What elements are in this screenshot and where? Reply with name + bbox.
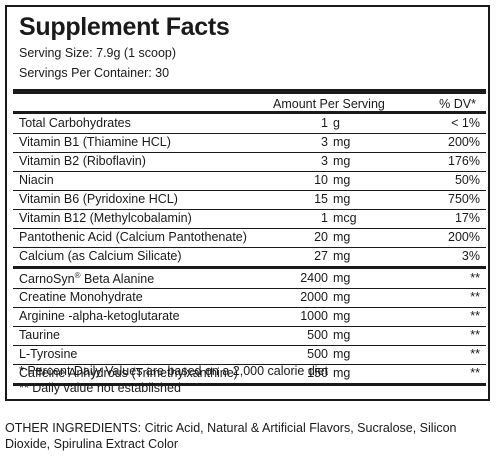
supplement-facts-panel: Supplement Facts Serving Size: 7.9g (1 s… — [5, 5, 490, 401]
daily-value: ** — [470, 271, 480, 285]
row-divider — [13, 152, 486, 153]
amount-unit: mg — [333, 347, 351, 361]
nutrient-name: Vitamin B1 (Thiamine HCL) — [19, 135, 171, 149]
amount-value: 1000 — [300, 309, 328, 323]
row-divider — [13, 190, 486, 191]
table-row: Vitamin B6 (Pyridoxine HCL) 15 mg 750% — [13, 190, 486, 209]
table-row: Calcium (as Calcium Silicate) 27 mg 3% — [13, 247, 486, 266]
table-row: Pantothenic Acid (Calcium Pantothenate) 2… — [13, 228, 486, 247]
serving-size: Serving Size: 7.9g (1 scoop) — [19, 46, 177, 60]
nutrient-name: CarnoSyn® Beta Alanine — [19, 271, 154, 286]
amount-unit: mg — [333, 366, 351, 380]
table-row: Creatine Monohydrate 2000 mg ** — [13, 288, 486, 307]
amount-value: 27 — [314, 249, 328, 263]
amount-value: 20 — [314, 230, 328, 244]
nutrient-name: Arginine -alpha-ketoglutarate — [19, 309, 180, 323]
table-row: CarnoSyn® Beta Alanine 2400 mg ** — [13, 269, 486, 288]
table-row: Total Carbohydrates 1 g < 1% — [13, 114, 486, 133]
amount-value: 15 — [314, 192, 328, 206]
amount-value: 500 — [307, 347, 328, 361]
daily-value: ** — [470, 309, 480, 323]
thick-divider-top — [13, 89, 486, 94]
amount-value: 150 — [307, 366, 328, 380]
daily-value: 750% — [448, 192, 480, 206]
amount-column-header: Amount Per Serving — [273, 97, 385, 111]
nutrient-name: Calcium (as Calcium Silicate) — [19, 249, 182, 263]
amount-unit: mg — [333, 135, 351, 149]
nutrient-name: Vitamin B2 (Riboflavin) — [19, 154, 146, 168]
amount-value: 500 — [307, 328, 328, 342]
nutrient-name-rest: Beta Alanine — [80, 272, 155, 286]
row-divider — [13, 133, 486, 134]
amount-value: 3 — [321, 135, 328, 149]
amount-unit: mg — [333, 230, 351, 244]
daily-value: ** — [470, 290, 480, 304]
nutrient-name: Total Carbohydrates — [19, 116, 131, 130]
amount-value: 2000 — [300, 290, 328, 304]
servings-per-container: Servings Per Container: 30 — [19, 66, 170, 80]
nutrient-name: Taurine — [19, 328, 60, 342]
panel-title: Supplement Facts — [19, 13, 230, 41]
row-divider — [13, 364, 486, 365]
nutrient-name: Caffeine Anhydrous (Trimethylxanthine) — [19, 366, 238, 380]
amount-value: 10 — [314, 173, 328, 187]
row-divider — [13, 307, 486, 308]
amount-unit: mg — [333, 309, 351, 323]
header-divider — [13, 111, 486, 114]
daily-value: < 1% — [451, 116, 480, 130]
daily-value: 3% — [461, 249, 480, 263]
amount-unit: mg — [333, 328, 351, 342]
daily-value: 200% — [448, 230, 480, 244]
nutrient-name: Niacin — [19, 173, 54, 187]
row-divider — [13, 209, 486, 210]
table-row: Caffeine Anhydrous (Trimethylxanthine) 15… — [13, 364, 486, 383]
amount-value: 1 — [321, 116, 328, 130]
nutrient-name-main: CarnoSyn — [19, 272, 75, 286]
nutrient-name: Pantothenic Acid (Calcium Pantothenate) — [19, 230, 247, 244]
amount-unit: mcg — [333, 211, 357, 225]
table-row: Taurine 500 mg ** — [13, 326, 486, 345]
table-row: Niacin 10 mg 50% — [13, 171, 486, 190]
nutrient-name: Vitamin B12 (Methylcobalamin) — [19, 211, 192, 225]
thick-divider — [13, 383, 486, 386]
row-divider — [13, 288, 486, 289]
footnote-not-established: ** Daily value not established — [19, 381, 181, 395]
other-ingredients: OTHER INGREDIENTS: Citric Acid, Natural … — [5, 421, 457, 451]
daily-value: 176% — [448, 154, 480, 168]
row-divider — [13, 326, 486, 327]
amount-unit: mg — [333, 271, 351, 285]
thick-divider — [13, 266, 486, 269]
amount-unit: mg — [333, 192, 351, 206]
row-divider — [13, 345, 486, 346]
amount-value: 1 — [321, 211, 328, 225]
daily-value: 50% — [454, 173, 480, 187]
nutrient-name: Creatine Monohydrate — [19, 290, 143, 304]
row-divider — [13, 247, 486, 248]
amount-value: 2400 — [300, 271, 328, 285]
table-row: Arginine -alpha-ketoglutarate 1000 mg ** — [13, 307, 486, 326]
table-row: Vitamin B2 (Riboflavin) 3 mg 176% — [13, 152, 486, 171]
amount-unit: g — [333, 116, 340, 130]
footnote-percent-dv: * Percent Daily Values are based on a 2,… — [19, 364, 328, 378]
amount-value: 3 — [321, 154, 328, 168]
daily-value: 17% — [454, 211, 480, 225]
nutrient-name: Vitamin B6 (Pyridoxine HCL) — [19, 192, 178, 206]
registered-mark: ® — [74, 271, 81, 280]
table-row: L-Tyrosine 500 mg ** — [13, 345, 486, 364]
daily-value: 200% — [448, 135, 480, 149]
daily-value: ** — [470, 366, 480, 380]
table-row: Vitamin B1 (Thiamine HCL) 3 mg 200% — [13, 133, 486, 152]
amount-unit: mg — [333, 154, 351, 168]
amount-unit: mg — [333, 290, 351, 304]
row-divider — [13, 171, 486, 172]
row-divider — [13, 228, 486, 229]
daily-value: ** — [470, 347, 480, 361]
table-row: Vitamin B12 (Methylcobalamin) 1 mcg 17% — [13, 209, 486, 228]
nutrient-name: L-Tyrosine — [19, 347, 78, 361]
amount-unit: mg — [333, 173, 351, 187]
amount-unit: mg — [333, 249, 351, 263]
dv-column-header: % DV* — [439, 97, 476, 111]
daily-value: ** — [470, 328, 480, 342]
